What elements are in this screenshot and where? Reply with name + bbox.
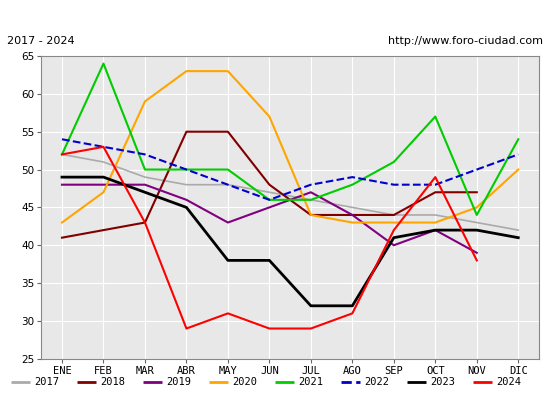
Text: 2019: 2019	[167, 378, 191, 387]
Text: 2022: 2022	[365, 378, 389, 387]
Text: Evolucion del paro registrado en Deleitosa: Evolucion del paro registrado en Deleito…	[112, 8, 438, 22]
Text: http://www.foro-ciudad.com: http://www.foro-ciudad.com	[388, 36, 543, 46]
Text: 2021: 2021	[299, 378, 323, 387]
Text: 2020: 2020	[233, 378, 257, 387]
Text: 2017 - 2024: 2017 - 2024	[7, 36, 74, 46]
Text: 2024: 2024	[497, 378, 521, 387]
Text: 2018: 2018	[101, 378, 125, 387]
Text: 2023: 2023	[431, 378, 455, 387]
Text: 2017: 2017	[35, 378, 59, 387]
